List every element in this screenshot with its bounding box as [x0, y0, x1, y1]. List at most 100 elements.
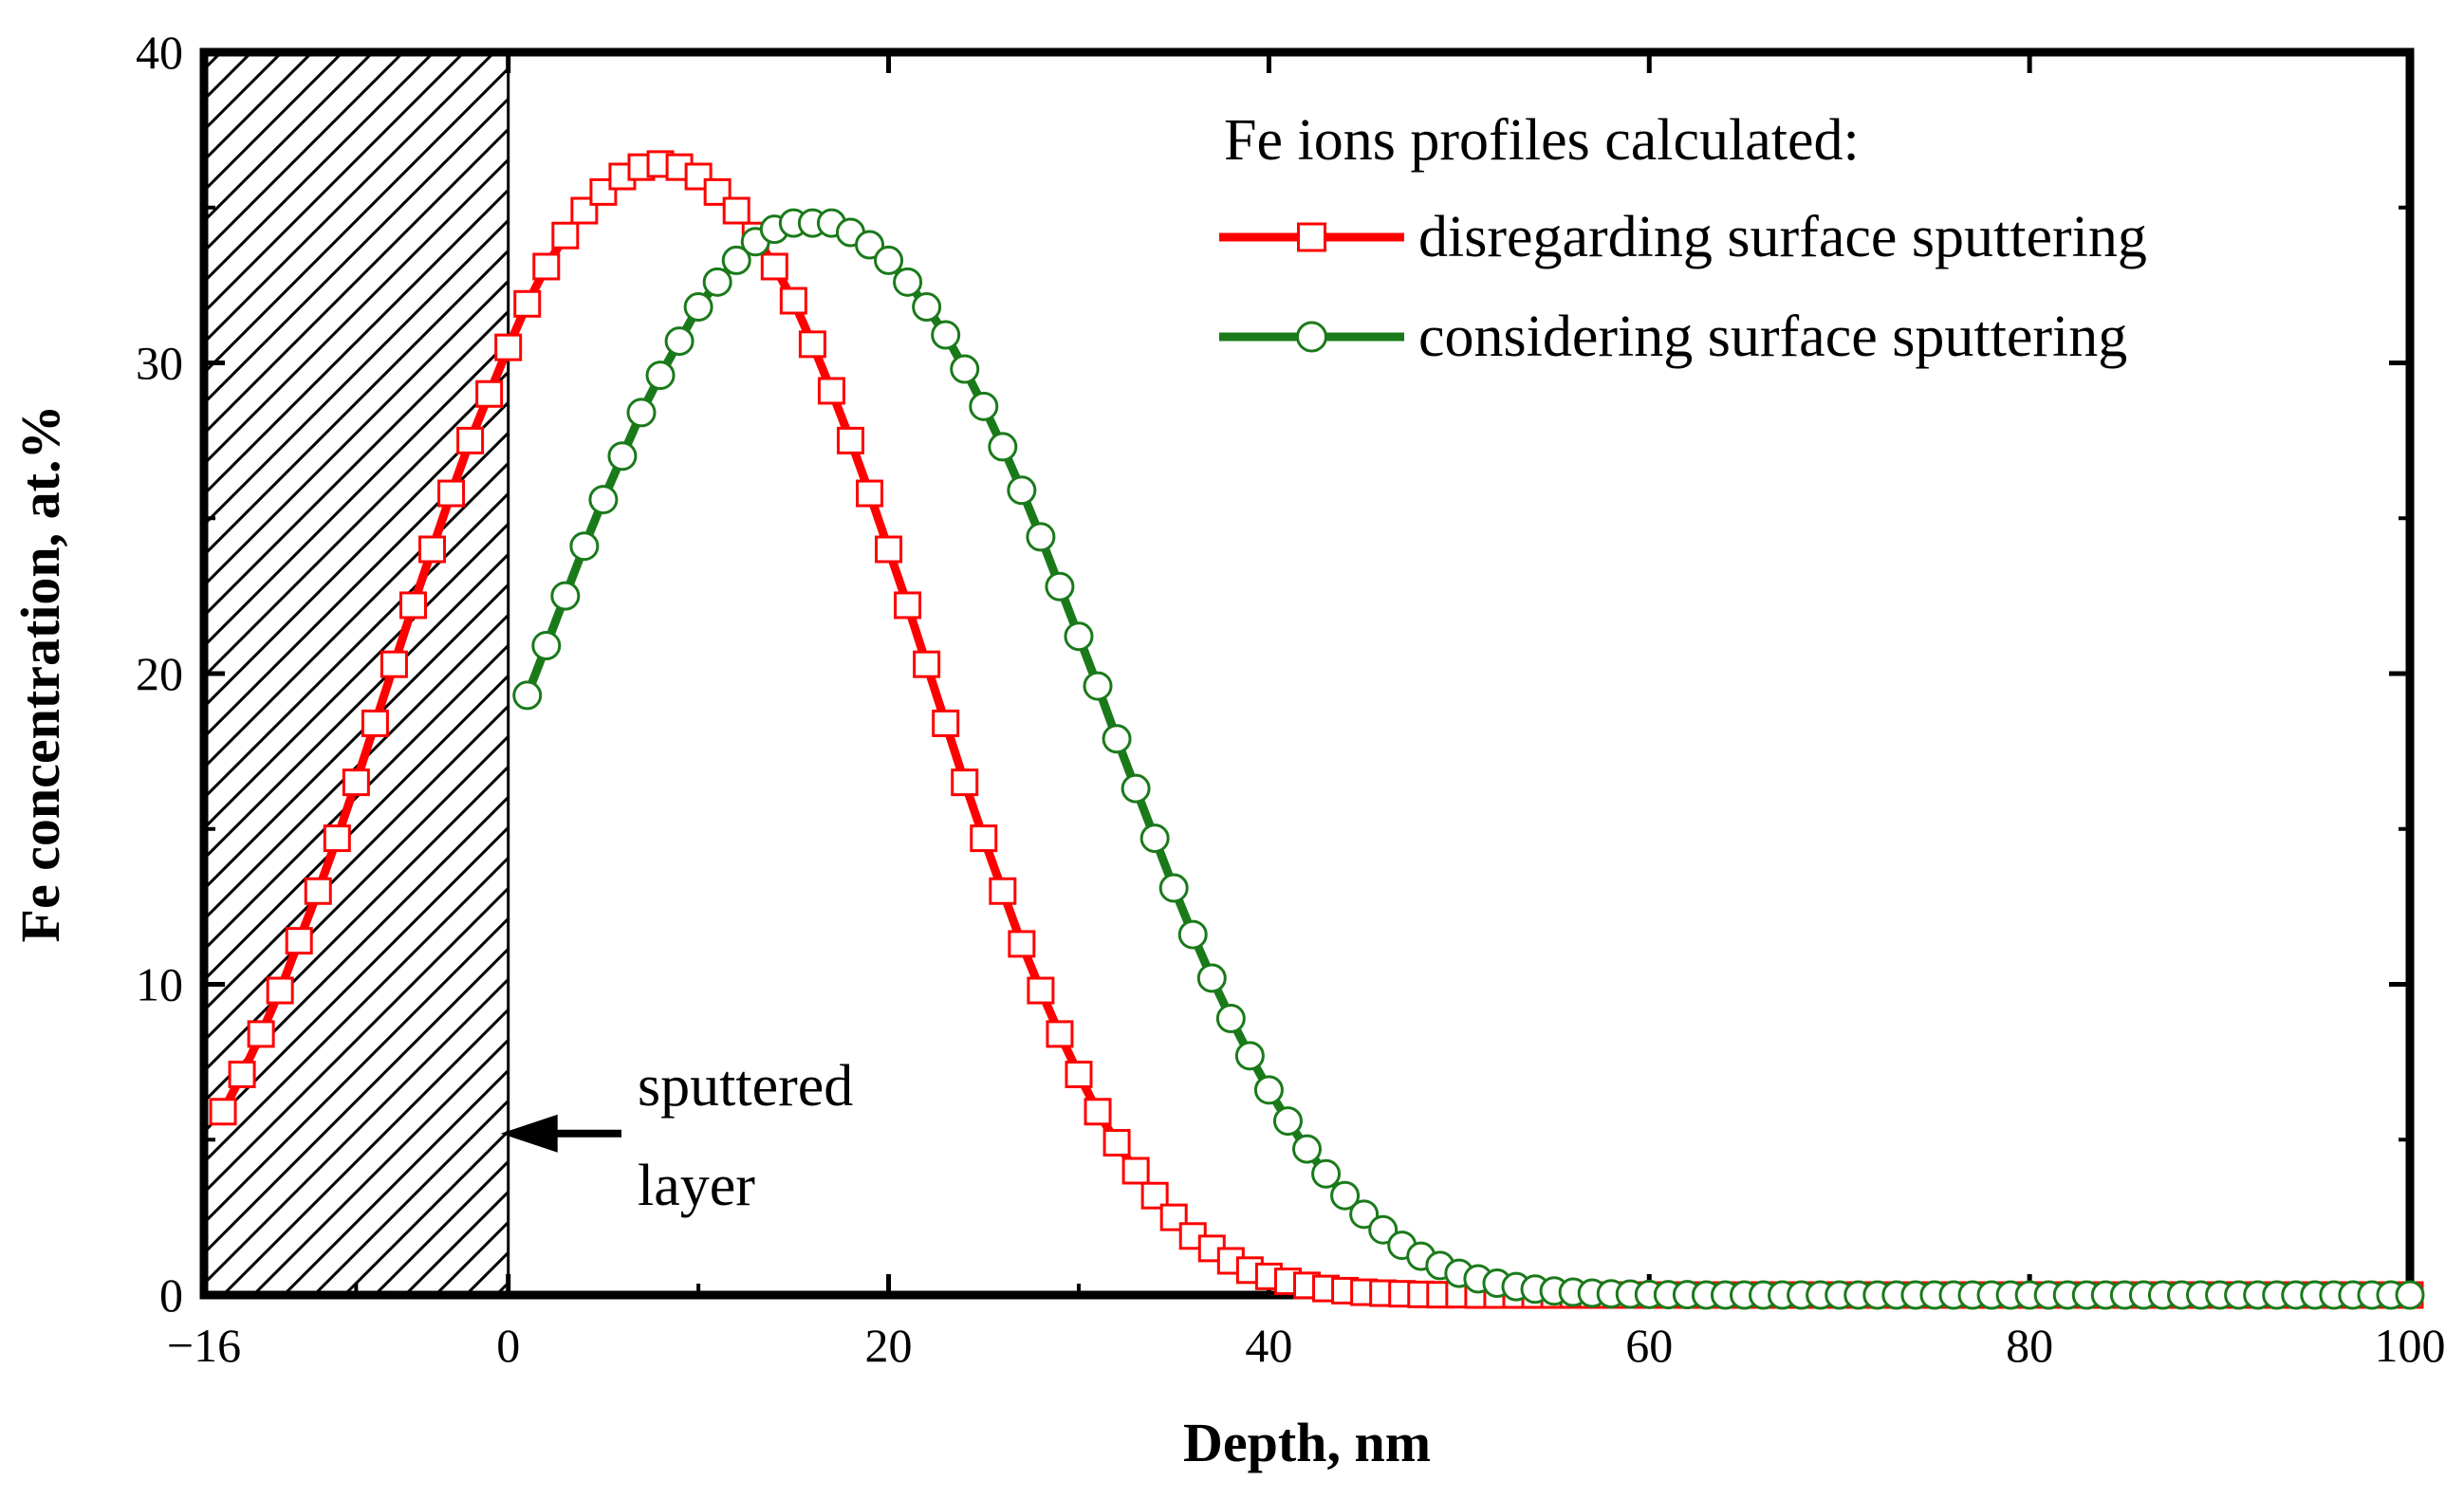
- data-point-circle: [855, 230, 885, 260]
- data-point-circle: [931, 320, 961, 350]
- data-point-circle: [1311, 1158, 1342, 1189]
- annotation-text-line1: sputtered: [638, 1054, 853, 1119]
- data-point-circle: [512, 680, 543, 711]
- data-point-square: [856, 479, 884, 508]
- data-point-square: [209, 1098, 237, 1126]
- sputtered-layer-region: [202, 50, 510, 1297]
- y-tick-label: 10: [136, 958, 183, 1011]
- data-point-circle: [1349, 1199, 1380, 1230]
- data-point-circle: [721, 245, 751, 275]
- data-point-square: [932, 709, 960, 737]
- data-point-square: [323, 824, 351, 853]
- data-point-circle: [1196, 963, 1227, 993]
- data-point-circle: [950, 354, 980, 384]
- legend-marker-circle: [1296, 321, 1327, 353]
- data-point-square: [494, 333, 523, 361]
- series-layer: [209, 150, 2425, 1310]
- legend: Fe ions profiles calculated: disregardin…: [1219, 108, 2147, 369]
- data-point-circle: [531, 631, 562, 661]
- data-point-square: [418, 535, 447, 564]
- data-point-square: [475, 379, 504, 408]
- data-point-square: [228, 1060, 256, 1088]
- data-point-circle: [1272, 1106, 1303, 1137]
- data-point-square: [437, 479, 466, 508]
- data-point-circle: [1102, 724, 1132, 754]
- data-point-square: [913, 650, 941, 678]
- data-point-circle: [588, 485, 619, 515]
- data-point-square: [361, 709, 389, 737]
- data-point-circle: [607, 441, 638, 472]
- data-point-square: [836, 426, 864, 454]
- y-tick-label: 40: [136, 26, 183, 79]
- data-point-circle: [1215, 1004, 1246, 1034]
- data-point-circle: [1330, 1180, 1361, 1211]
- data-point-circle: [1064, 621, 1094, 652]
- data-point-square: [551, 221, 580, 250]
- data-point-square: [989, 877, 1017, 905]
- legend-label-disregarding: disregarding surface sputtering: [1418, 205, 2147, 269]
- data-point-square: [398, 591, 427, 620]
- left-arrow-icon: [500, 1114, 558, 1153]
- data-point-square: [1140, 1181, 1169, 1210]
- data-point-circle: [912, 292, 942, 323]
- data-point-square: [513, 289, 542, 318]
- data-point-square: [304, 877, 332, 905]
- x-tick-label: 100: [2375, 1319, 2446, 1372]
- data-point-square: [342, 768, 370, 797]
- data-point-square: [798, 330, 826, 359]
- data-point-square: [1121, 1157, 1150, 1185]
- data-point-circle: [1177, 919, 1208, 950]
- legend-marker-square: [1297, 222, 1326, 252]
- data-point-square: [722, 196, 750, 225]
- data-point-circle: [683, 292, 713, 323]
- data-point-square: [380, 650, 408, 678]
- data-point-circle: [1139, 824, 1170, 854]
- x-tick-label: 40: [1245, 1319, 1292, 1372]
- data-point-circle: [988, 432, 1018, 462]
- data-point-circle: [1292, 1134, 1322, 1164]
- legend-label-considering: considering surface sputtering: [1418, 305, 2127, 369]
- data-point-square: [285, 927, 313, 955]
- data-point-square: [456, 426, 485, 454]
- data-point-square: [970, 824, 998, 853]
- x-tick-label: 20: [865, 1319, 913, 1372]
- y-axis-title: Fe concentration, at.%: [9, 405, 71, 943]
- data-point-square: [760, 252, 788, 281]
- data-point-circle: [893, 267, 923, 297]
- data-point-square: [266, 976, 294, 1005]
- x-tick-label: −16: [167, 1319, 241, 1372]
- data-point-circle: [1234, 1041, 1265, 1071]
- data-point-circle: [1026, 522, 1056, 552]
- data-point-square: [1102, 1129, 1131, 1157]
- data-point-circle: [1045, 571, 1075, 601]
- data-point-square: [1159, 1203, 1188, 1231]
- sputtered-layer-annotation: sputtered layer: [500, 1054, 853, 1218]
- data-point-circle: [1121, 773, 1151, 804]
- data-point-circle: [1368, 1214, 1399, 1245]
- data-point-square: [817, 377, 845, 405]
- data-point-circle: [626, 398, 657, 428]
- data-point-circle: [1253, 1075, 1284, 1105]
- y-tick-label: 20: [136, 647, 183, 700]
- data-point-square: [1027, 976, 1055, 1005]
- data-point-square: [1008, 930, 1036, 958]
- annotation-text-line2: layer: [638, 1154, 755, 1218]
- x-tick-label: 80: [2006, 1319, 2053, 1372]
- data-point-square: [875, 535, 903, 564]
- data-point-square: [1065, 1060, 1093, 1088]
- data-point-square: [951, 768, 979, 797]
- data-point-circle: [2395, 1280, 2425, 1310]
- data-point-circle: [645, 361, 676, 391]
- data-point-circle: [1007, 475, 1037, 506]
- data-point-circle: [569, 531, 600, 562]
- data-point-circle: [1083, 671, 1113, 701]
- y-tick-label: 0: [159, 1268, 183, 1322]
- y-tick-label: 30: [136, 337, 183, 390]
- data-point-square: [532, 252, 561, 281]
- data-point-circle: [550, 581, 581, 611]
- x-tick-label: 0: [496, 1319, 520, 1372]
- data-point-circle: [702, 267, 732, 297]
- data-point-square: [247, 1020, 275, 1048]
- data-point-square: [779, 287, 807, 315]
